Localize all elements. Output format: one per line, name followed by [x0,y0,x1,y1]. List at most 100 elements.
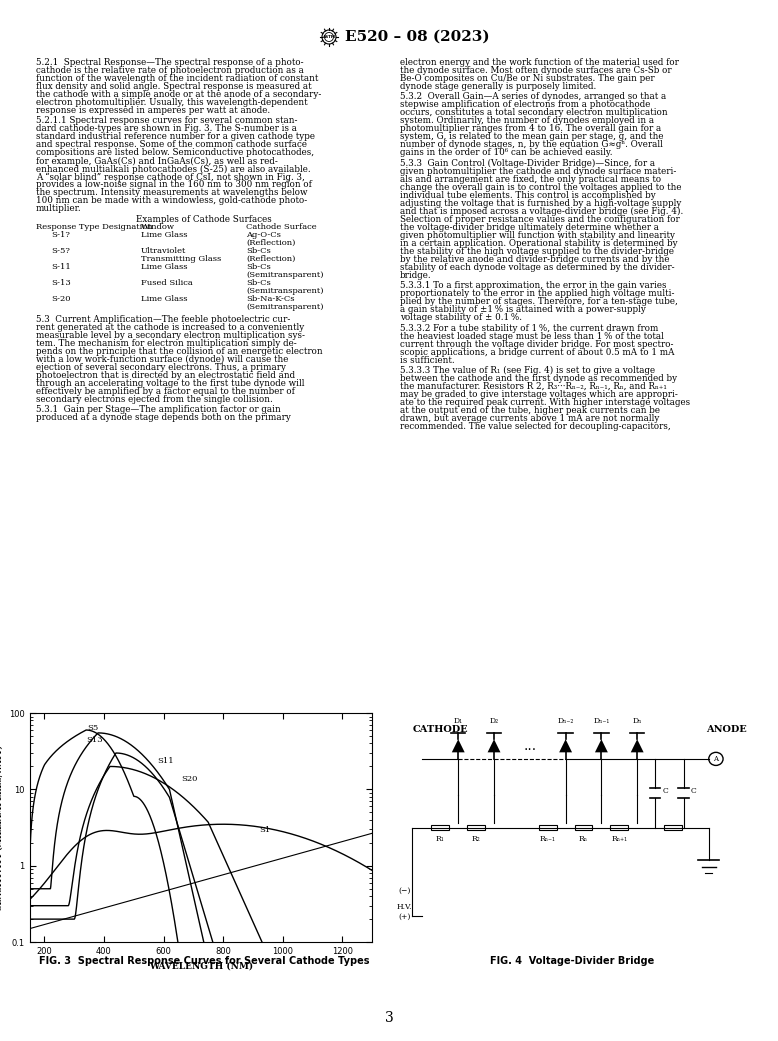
Text: (Reflection): (Reflection) [246,238,296,247]
Text: 5.2.1.1 Spectral response curves for several common stan-: 5.2.1.1 Spectral response curves for sev… [36,117,297,125]
Text: Be-O composites on Cu/Be or Ni substrates. The gain per: Be-O composites on Cu/Be or Ni substrate… [400,74,654,83]
Text: D₁: D₁ [454,717,463,725]
Text: photoelectron that is directed by an electrostatic field and: photoelectron that is directed by an ele… [36,371,295,380]
Text: D₂: D₂ [489,717,499,725]
Text: 5.3.2  Overall Gain—A series of dynodes, arranged so that a: 5.3.2 Overall Gain—A series of dynodes, … [400,93,666,101]
Text: the spectrum. Intensity measurements at wavelengths below: the spectrum. Intensity measurements at … [36,188,307,198]
Text: S13: S13 [86,736,103,744]
Text: FIG. 4  Voltage-Divider Bridge: FIG. 4 Voltage-Divider Bridge [490,956,654,966]
Text: at the output end of the tube, higher peak currents can be: at the output end of the tube, higher pe… [400,406,660,415]
Text: 3: 3 [384,1011,394,1025]
Text: S1: S1 [259,826,270,834]
Text: Dₙ₋₂: Dₙ₋₂ [557,717,574,725]
Text: stepwise amplification of electrons from a photocathode: stepwise amplification of electrons from… [400,100,650,109]
Text: adjusting the voltage that is furnished by a high-voltage supply: adjusting the voltage that is furnished … [400,199,682,208]
Y-axis label: SENSITIVITY (MILLIAMPERES/WATT): SENSITIVITY (MILLIAMPERES/WATT) [0,745,3,910]
Polygon shape [631,739,643,753]
Text: 100 nm can be made with a windowless, gold-cathode photo-: 100 nm can be made with a windowless, go… [36,197,307,205]
Text: H.V.: H.V. [397,904,412,911]
Text: flux density and solid angle. Spectral response is measured at: flux density and solid angle. Spectral r… [36,82,312,91]
Text: the cathode with a simple anode or at the anode of a secondary-: the cathode with a simple anode or at th… [36,90,321,99]
Text: proportionately to the error in the applied high voltage multi-: proportionately to the error in the appl… [400,289,675,298]
Polygon shape [559,739,572,753]
Text: for example, GaAs(Cs) and InGaAs(Cs), as well as red-: for example, GaAs(Cs) and InGaAs(Cs), as… [36,156,278,166]
Text: Dₙ: Dₙ [633,717,642,725]
Text: S-11: S-11 [51,262,71,271]
Text: multiplier.: multiplier. [36,204,82,213]
Text: system. Ordinarily, the number of dynodes employed in a: system. Ordinarily, the number of dynode… [400,117,654,125]
Text: individual tube elements. This control is accomplished by: individual tube elements. This control i… [400,191,656,200]
Text: C: C [691,787,696,795]
Text: scopic applications, a bridge current of about 0.5 mA to 1 mA: scopic applications, a bridge current of… [400,348,675,357]
Text: photomultiplier ranges from 4 to 16. The overall gain for a: photomultiplier ranges from 4 to 16. The… [400,125,661,133]
Text: ate to the required peak current. With higher interstage voltages: ate to the required peak current. With h… [400,398,690,407]
Text: the manufacturer. Resistors R 2, R₃···Rₙ₋₂, Rₙ₋₁, Rₙ, and Rₙ₊₁: the manufacturer. Resistors R 2, R₃···Rₙ… [400,382,667,391]
Text: plied by the number of stages. Therefore, for a ten-stage tube,: plied by the number of stages. Therefore… [400,297,678,306]
Text: tem. The mechanism for electron multiplication simply de-: tem. The mechanism for electron multipli… [36,338,296,348]
Text: given photomultiplier will function with stability and linearity: given photomultiplier will function with… [400,231,675,239]
Text: 5.3.3.3 The value of R₁ (see Fig. 4) is set to give a voltage: 5.3.3.3 The value of R₁ (see Fig. 4) is … [400,366,655,375]
Text: (+): (+) [398,913,411,921]
Text: S-13: S-13 [51,279,71,287]
Text: Selection of proper resistance values and the configuration for: Selection of proper resistance values an… [400,214,680,224]
Text: ejection of several secondary electrons. Thus, a primary: ejection of several secondary electrons.… [36,363,286,372]
Text: Rₙ₊₁: Rₙ₊₁ [612,835,627,842]
Text: Transmitting Glass: Transmitting Glass [141,255,221,262]
Text: Rₙ₋₁: Rₙ₋₁ [540,835,555,842]
Text: 5.3  Current Amplification—The feeble photoelectric cur-: 5.3 Current Amplification—The feeble pho… [36,314,290,324]
Bar [538,826,556,830]
Text: dard cathode-types are shown in Fig. 3. The S-number is a: dard cathode-types are shown in Fig. 3. … [36,125,297,133]
Text: S11: S11 [158,757,174,765]
Text: Sb-Cs: Sb-Cs [246,279,271,287]
Text: the dynode surface. Most often dynode surfaces are Cs-Sb or: the dynode surface. Most often dynode su… [400,66,671,75]
Text: Cathode Surface: Cathode Surface [246,223,317,231]
Bar [431,826,450,830]
Text: S-20: S-20 [51,295,71,303]
Text: and spectral response. Some of the common cathode surface: and spectral response. Some of the commo… [36,141,307,150]
Text: 5.3.3.1 To a first approximation, the error in the gain varies: 5.3.3.1 To a first approximation, the er… [400,281,667,290]
Text: standard industrial reference number for a given cathode type: standard industrial reference number for… [36,132,315,142]
Text: 5.3.1  Gain per Stage—The amplification factor or gain: 5.3.1 Gain per Stage—The amplification f… [36,405,281,414]
Text: Sb-Na-K-Cs: Sb-Na-K-Cs [246,295,295,303]
Text: Sb-Cs: Sb-Cs [246,262,271,271]
Text: A: A [713,755,718,763]
X-axis label: WAVELENGTH (NM): WAVELENGTH (NM) [149,962,253,970]
Bar [664,826,682,830]
Text: secondary electrons ejected from the single collision.: secondary electrons ejected from the sin… [36,395,273,404]
Text: Ultraviolet: Ultraviolet [141,247,187,255]
Text: recommended. The value selected for decoupling-capacitors,: recommended. The value selected for deco… [400,422,671,431]
Text: (Semitransparent): (Semitransparent) [246,303,324,311]
Text: given photomultiplier the cathode and dynode surface materi-: given photomultiplier the cathode and dy… [400,167,676,176]
Text: 5.2.1  Spectral Response—The spectral response of a photo-: 5.2.1 Spectral Response—The spectral res… [36,58,303,67]
Text: drawn, but average currents above 1 mA are not normally: drawn, but average currents above 1 mA a… [400,414,660,423]
Text: (−): (−) [398,887,411,895]
Text: a gain stability of ±1 % is attained with a power-supply: a gain stability of ±1 % is attained wit… [400,305,646,314]
Text: response is expressed in amperes per watt at anode.: response is expressed in amperes per wat… [36,106,270,115]
Text: Response Type Designation: Response Type Designation [36,223,152,231]
Text: the heaviest loaded stage must be less than 1 % of the total: the heaviest loaded stage must be less t… [400,332,664,340]
Text: Ag-O-Cs: Ag-O-Cs [246,231,281,238]
Text: cathode is the relative rate of photoelectron production as a: cathode is the relative rate of photoele… [36,66,304,75]
Text: ANODE: ANODE [706,725,747,734]
Text: change the overall gain is to control the voltages applied to the: change the overall gain is to control th… [400,183,682,192]
Text: R₂: R₂ [471,835,481,842]
Text: electron photomultiplier. Usually, this wavelength-dependent: electron photomultiplier. Usually, this … [36,98,307,107]
Text: and that is imposed across a voltage-divider bridge (see Fig. 4).: and that is imposed across a voltage-div… [400,207,683,215]
Text: rent generated at the cathode is increased to a conveniently: rent generated at the cathode is increas… [36,323,304,332]
Text: E520 – 08 (2023): E520 – 08 (2023) [345,30,489,44]
Text: measurable level by a secondary electron multiplication sys-: measurable level by a secondary electron… [36,331,305,339]
Text: als and arrangement are fixed, the only practical means to: als and arrangement are fixed, the only … [400,175,661,184]
Bar [467,826,485,830]
Text: Rₙ: Rₙ [579,835,588,842]
Text: system, G, is related to the mean gain per stage, g, and the: system, G, is related to the mean gain p… [400,132,664,142]
Text: through an accelerating voltage to the first tube dynode will: through an accelerating voltage to the f… [36,379,304,388]
Text: ...: ... [524,739,536,753]
Text: the voltage-divider bridge ultimately determine whether a: the voltage-divider bridge ultimately de… [400,223,659,232]
Text: Examples of Cathode Surfaces: Examples of Cathode Surfaces [136,214,272,224]
Text: occurs, constitutes a total secondary electron multiplication: occurs, constitutes a total secondary el… [400,108,668,118]
Text: effectively be amplified by a factor equal to the number of: effectively be amplified by a factor equ… [36,387,295,396]
Text: S-5?: S-5? [51,247,70,255]
Text: C: C [662,787,668,795]
Text: with a low work-function surface (dynode) will cause the: with a low work-function surface (dynode… [36,355,289,364]
Text: number of dynode stages, n, by the equation G≈gⁿ. Overall: number of dynode stages, n, by the equat… [400,141,663,150]
